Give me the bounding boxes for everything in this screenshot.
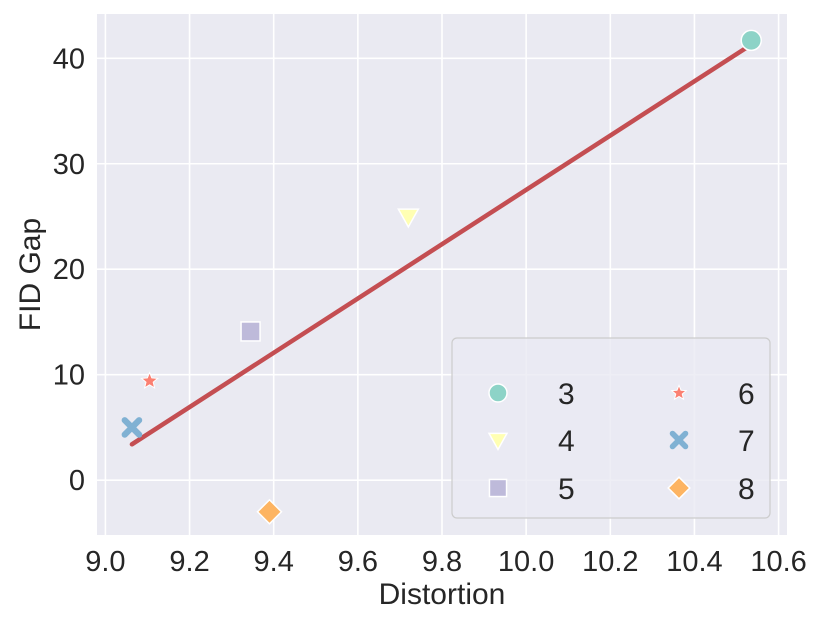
data-point-8 xyxy=(256,498,283,525)
x-tick-label: 9.2 xyxy=(169,546,209,578)
data-point-7 xyxy=(121,417,143,438)
x-tick-label: 10.0 xyxy=(498,546,554,578)
regression-line-layer xyxy=(129,42,754,447)
x-tick-label: 9.0 xyxy=(85,546,125,578)
data-point-4 xyxy=(397,208,420,229)
legend-label-6: 6 xyxy=(738,378,755,411)
legend-marker-4 xyxy=(487,432,509,451)
data-points xyxy=(121,29,762,525)
x-tick-label: 10.4 xyxy=(666,546,722,578)
legend-marker-8 xyxy=(667,476,691,500)
legend-label-5: 5 xyxy=(558,473,575,506)
data-point-5 xyxy=(240,321,261,342)
legend-marker-3 xyxy=(488,383,508,403)
y-tick-label: 0 xyxy=(69,465,85,497)
data-point-3 xyxy=(740,29,762,52)
y-tick-label: 20 xyxy=(53,254,85,286)
x-tick-label: 9.8 xyxy=(422,546,462,578)
legend-marker-6 xyxy=(670,384,688,401)
y-tick-label: 40 xyxy=(53,43,85,75)
legend-marker-5 xyxy=(488,478,508,498)
x-marker-stroke xyxy=(669,430,689,450)
legend-label-3: 3 xyxy=(558,378,575,411)
x-axis-label: Distortion xyxy=(379,578,506,611)
x-marker-stroke xyxy=(121,417,143,438)
x-tick-label: 10.6 xyxy=(750,546,806,578)
legend-marker-7 xyxy=(669,430,689,450)
legend-box xyxy=(451,337,771,519)
y-tick-label: 10 xyxy=(53,360,85,392)
x-tick-label: 10.2 xyxy=(582,546,638,578)
y-tick-label: 30 xyxy=(53,149,85,181)
legend-label-8: 8 xyxy=(738,473,755,506)
data-point-6 xyxy=(140,371,159,389)
legend-label-7: 7 xyxy=(738,425,755,458)
regression-line xyxy=(129,42,754,447)
tick-labels: 9.0 9.2 9.4 9.6 9.8 10.0 10.2 10.4 10.6 0 10 20 30 40 xyxy=(53,43,807,578)
legend: 3 4 5 6 7 8 xyxy=(451,337,771,519)
x-tick-label: 9.6 xyxy=(338,546,378,578)
legend-label-4: 4 xyxy=(558,425,575,458)
y-axis-label: FID Gap xyxy=(14,218,47,331)
x-tick-label: 9.4 xyxy=(254,546,294,578)
